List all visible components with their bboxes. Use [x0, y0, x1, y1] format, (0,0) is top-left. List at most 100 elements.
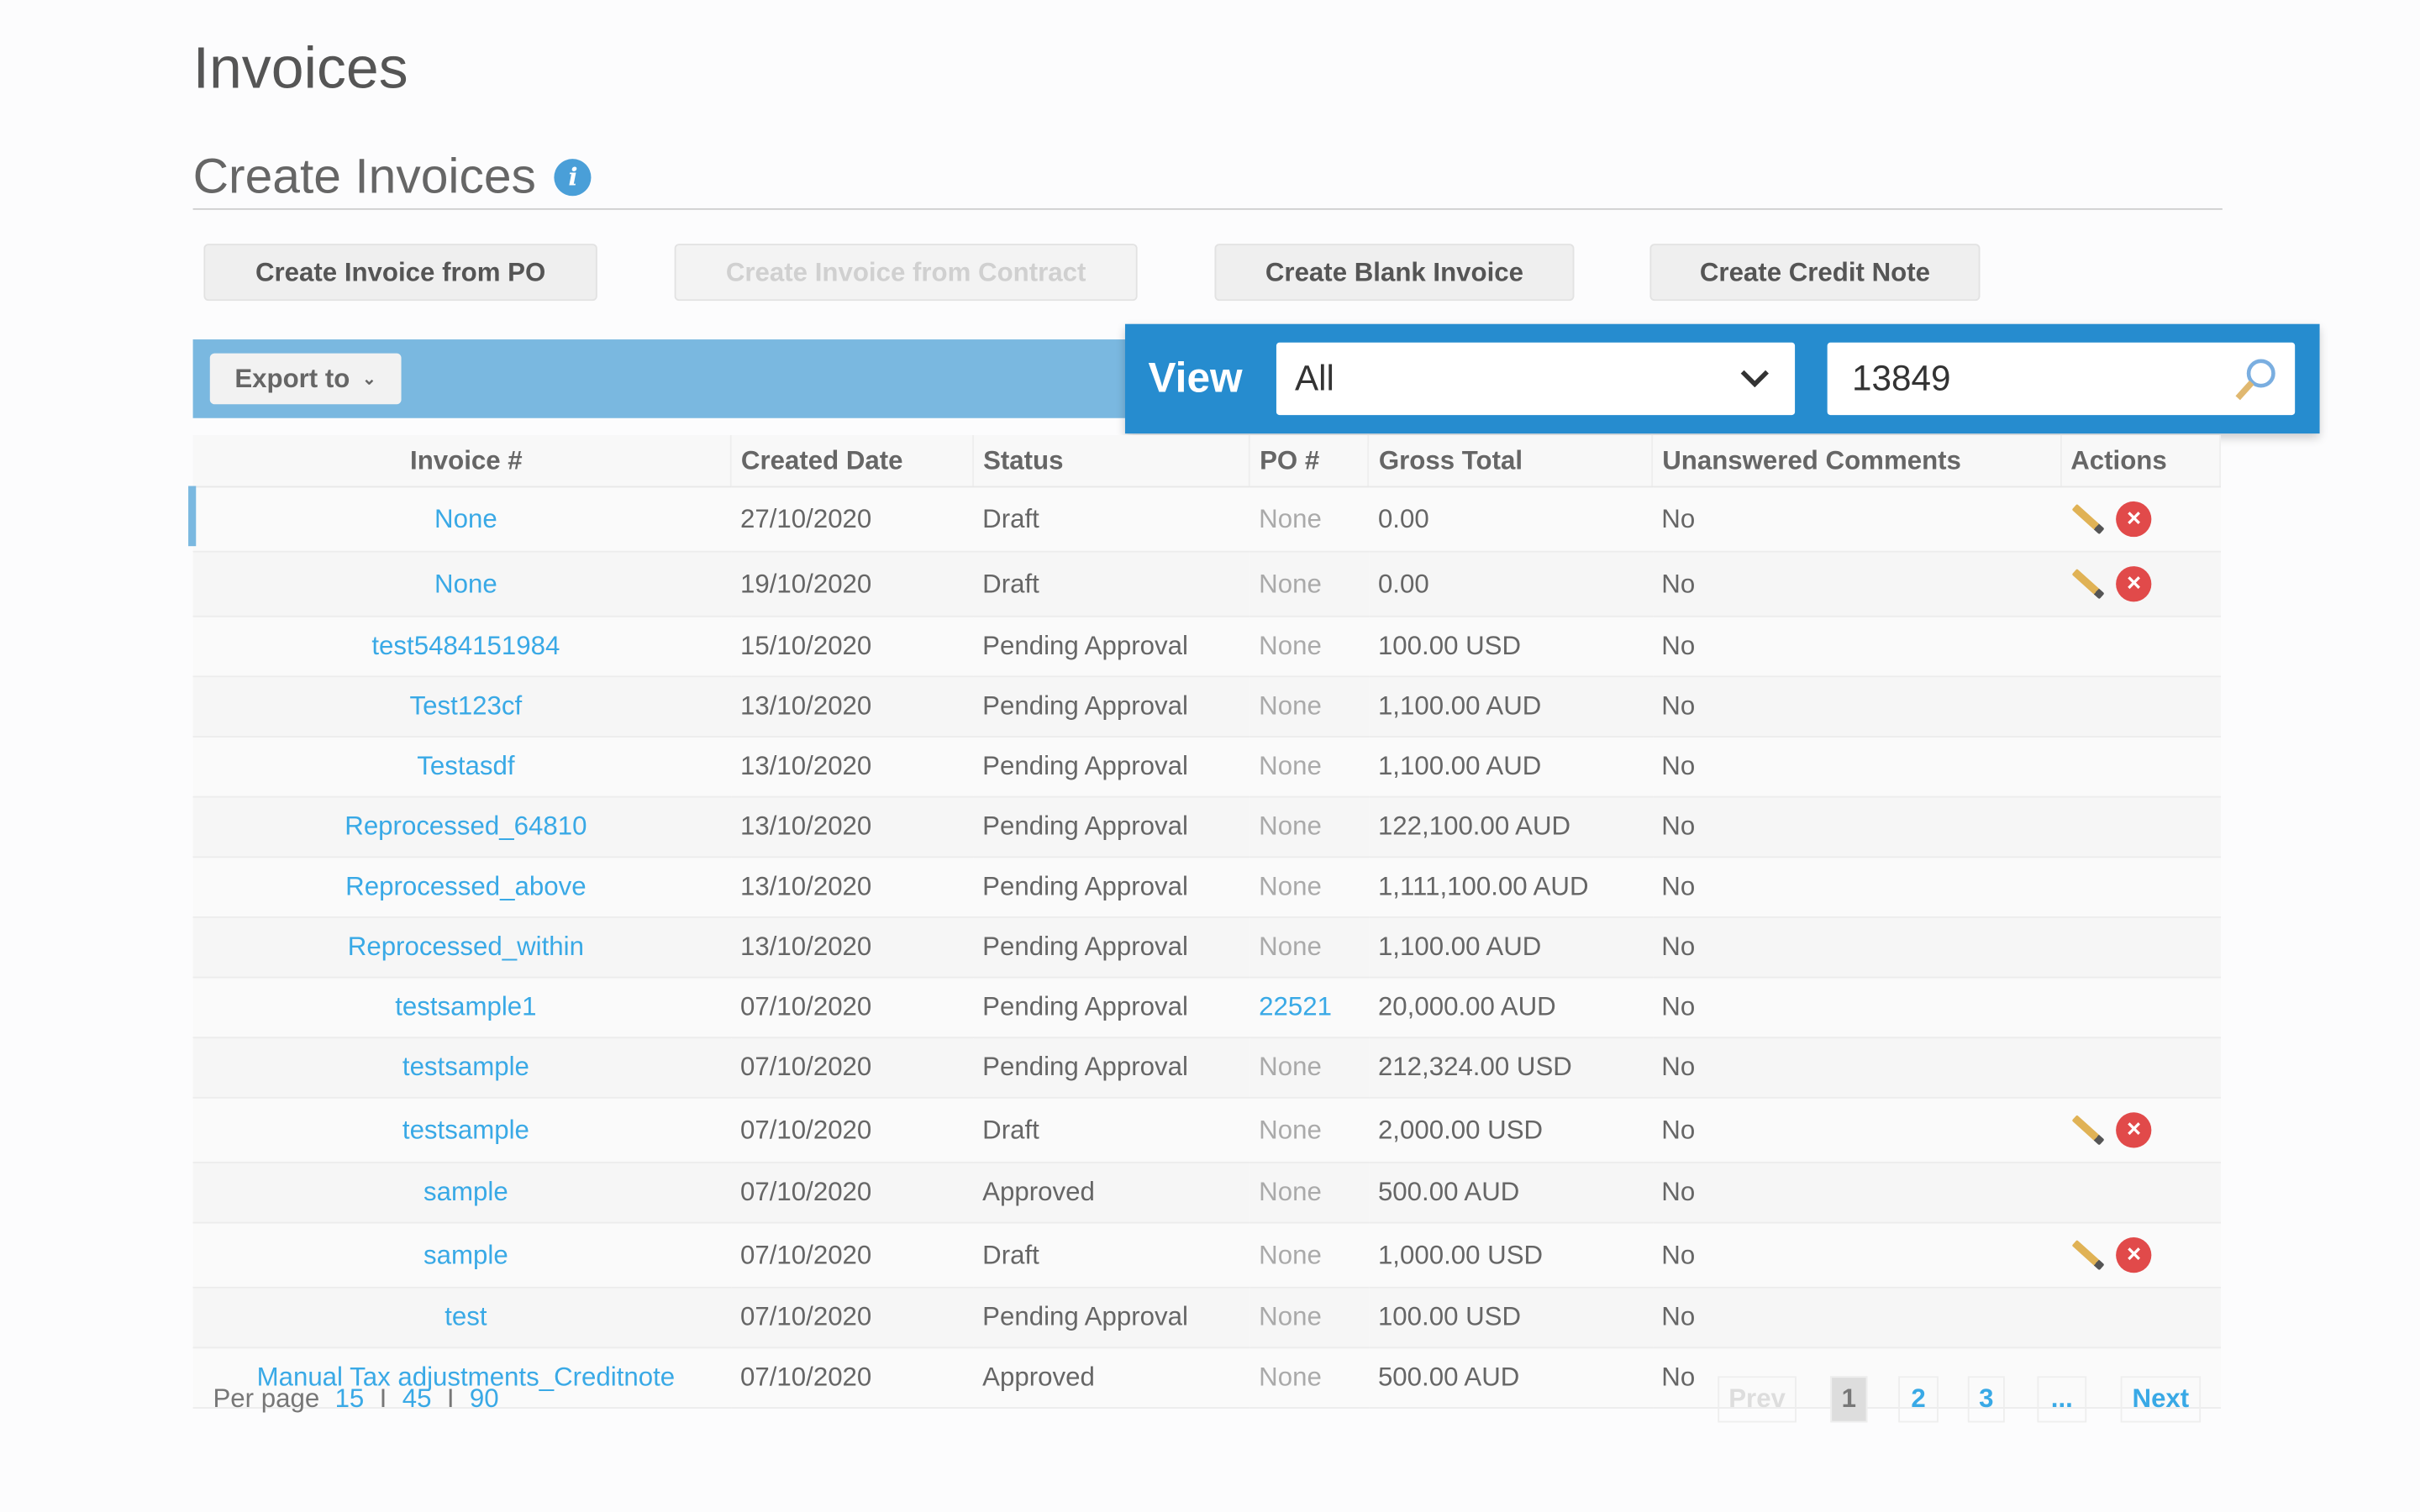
gross-total: 212,324.00 USD: [1368, 1037, 1653, 1099]
actions: [2060, 676, 2221, 738]
column-header-status[interactable]: Status: [973, 434, 1251, 488]
status: Approved: [973, 1347, 1250, 1409]
invoice-link[interactable]: sample: [192, 1222, 731, 1289]
table-row: Reprocessed_64810 13/10/2020 Pending Appro…: [192, 796, 2221, 858]
create-blank-invoice-button[interactable]: Create Blank Invoice: [1214, 244, 1575, 302]
unanswered-comments: No: [1652, 1162, 2061, 1224]
gross-total: 0.00: [1368, 486, 1653, 553]
invoice-link[interactable]: Testasdf: [192, 737, 731, 798]
page-ellipsis[interactable]: ...: [2037, 1376, 2087, 1423]
invoice-link[interactable]: Manual Tax adjustments_Creditnote: [192, 1347, 731, 1409]
actions: [2060, 616, 2221, 678]
table-row: test5484151984 15/10/2020 Pending Approval…: [192, 616, 2221, 678]
po-number: None: [1249, 1097, 1369, 1163]
page-2[interactable]: 2: [1898, 1376, 1939, 1423]
invoice-link[interactable]: Reprocessed_within: [192, 916, 731, 979]
actions: [2060, 916, 2221, 979]
actions: ×: [2060, 551, 2221, 617]
page-1[interactable]: 1: [1830, 1376, 1868, 1423]
unanswered-comments: No: [1652, 676, 2061, 738]
invoice-link[interactable]: testsample1: [192, 977, 731, 1039]
invoice-link[interactable]: Reprocessed_64810: [192, 796, 731, 858]
po-number[interactable]: 22521: [1249, 977, 1369, 1039]
view-label: View: [1148, 354, 1243, 402]
actions: [2060, 1287, 2221, 1349]
status: Approved: [973, 1162, 1250, 1224]
gross-total: 2,000.00 USD: [1368, 1097, 1653, 1163]
invoice-link[interactable]: None: [192, 486, 731, 553]
actions: ×: [2060, 1097, 2221, 1163]
status: Pending Approval: [973, 1037, 1250, 1099]
edit-icon[interactable]: [2071, 503, 2105, 535]
gross-total: 500.00 AUD: [1368, 1162, 1653, 1224]
per-page-selector: Per page 15 I 45 I 90: [213, 1384, 498, 1415]
invoice-link[interactable]: test5484151984: [192, 616, 731, 678]
unanswered-comments: No: [1652, 796, 2061, 858]
invoices-table: Invoice # Created Date Status PO # Gross Tot…: [192, 434, 2222, 1409]
create-credit-note-button[interactable]: Create Credit Note: [1649, 244, 1981, 302]
table-row: Reprocessed_above 13/10/2020 Pending Appro…: [192, 857, 2221, 918]
gross-total: 122,100.00 AUD: [1368, 796, 1653, 858]
chevron-down-icon: [1740, 370, 1769, 388]
column-header-po-number[interactable]: PO #: [1249, 434, 1370, 488]
status: Pending Approval: [973, 916, 1250, 979]
invoice-link[interactable]: Reprocessed_above: [192, 857, 731, 918]
edit-icon[interactable]: [2071, 1239, 2105, 1271]
table-row: Manual Tax adjustments_Creditnote 07/10/2…: [192, 1347, 2221, 1409]
unanswered-comments: No: [1652, 1037, 2061, 1099]
invoice-link[interactable]: testsample: [192, 1097, 731, 1163]
invoice-link[interactable]: None: [192, 551, 731, 617]
column-header-unanswered-comments[interactable]: Unanswered Comments: [1652, 434, 2062, 488]
actions: ×: [2060, 486, 2221, 553]
invoice-link[interactable]: test: [192, 1287, 731, 1349]
table-row: Testasdf 13/10/2020 Pending Approval None 1,…: [192, 737, 2221, 798]
invoice-link[interactable]: testsample: [192, 1037, 731, 1099]
po-number: None: [1249, 796, 1369, 858]
edit-icon[interactable]: [2071, 1115, 2105, 1146]
status: Pending Approval: [973, 796, 1250, 858]
per-page-15[interactable]: 15: [334, 1383, 365, 1414]
create-invoice-from-contract-button: Create Invoice from Contract: [674, 244, 1138, 302]
table-row: testsample 07/10/2020 Draft None 2,000.00 US…: [192, 1097, 2221, 1163]
per-page-90[interactable]: 90: [469, 1383, 499, 1414]
invoice-link[interactable]: sample: [192, 1162, 731, 1224]
delete-icon[interactable]: ×: [2116, 566, 2152, 602]
column-header-created-date[interactable]: Created Date: [730, 434, 975, 488]
column-header-invoice-number[interactable]: Invoice #: [192, 434, 732, 488]
search-icon[interactable]: [2230, 354, 2280, 404]
delete-icon[interactable]: ×: [2116, 1112, 2152, 1148]
next-page-button[interactable]: Next: [2120, 1376, 2202, 1423]
unanswered-comments: No: [1652, 551, 2061, 617]
unanswered-comments: No: [1652, 1097, 2061, 1163]
created-date: 13/10/2020: [730, 676, 974, 738]
column-header-gross-total[interactable]: Gross Total: [1368, 434, 1654, 488]
actions: [2060, 1162, 2221, 1224]
created-date: 13/10/2020: [730, 796, 974, 858]
export-dropdown[interactable]: Export to ⌄: [209, 353, 402, 405]
gross-total: 1,100.00 AUD: [1368, 676, 1653, 738]
po-number: None: [1249, 857, 1369, 918]
column-header-actions[interactable]: Actions: [2060, 434, 2222, 488]
search-input[interactable]: 13849: [1827, 342, 2296, 416]
created-date: 07/10/2020: [730, 1037, 974, 1099]
gross-total: 20,000.00 AUD: [1368, 977, 1653, 1039]
status: Pending Approval: [973, 857, 1250, 918]
delete-icon[interactable]: ×: [2116, 1237, 2152, 1273]
page-3[interactable]: 3: [1967, 1376, 2005, 1423]
status: Draft: [973, 551, 1250, 617]
invoice-link[interactable]: Test123cf: [192, 676, 731, 738]
info-icon[interactable]: i: [554, 158, 592, 196]
per-page-45[interactable]: 45: [402, 1383, 432, 1414]
po-number: None: [1249, 1162, 1369, 1224]
search-value: 13849: [1852, 358, 1951, 398]
edit-icon[interactable]: [2071, 569, 2105, 600]
delete-icon[interactable]: ×: [2116, 501, 2152, 538]
selected-row-indicator: [188, 486, 197, 547]
created-date: 07/10/2020: [730, 1097, 974, 1163]
view-select[interactable]: All: [1276, 342, 1796, 416]
po-number: None: [1249, 486, 1369, 553]
created-date: 07/10/2020: [730, 1162, 974, 1224]
status: Pending Approval: [973, 616, 1250, 678]
unanswered-comments: No: [1652, 737, 2061, 798]
create-invoice-from-po-button[interactable]: Create Invoice from PO: [203, 244, 597, 302]
